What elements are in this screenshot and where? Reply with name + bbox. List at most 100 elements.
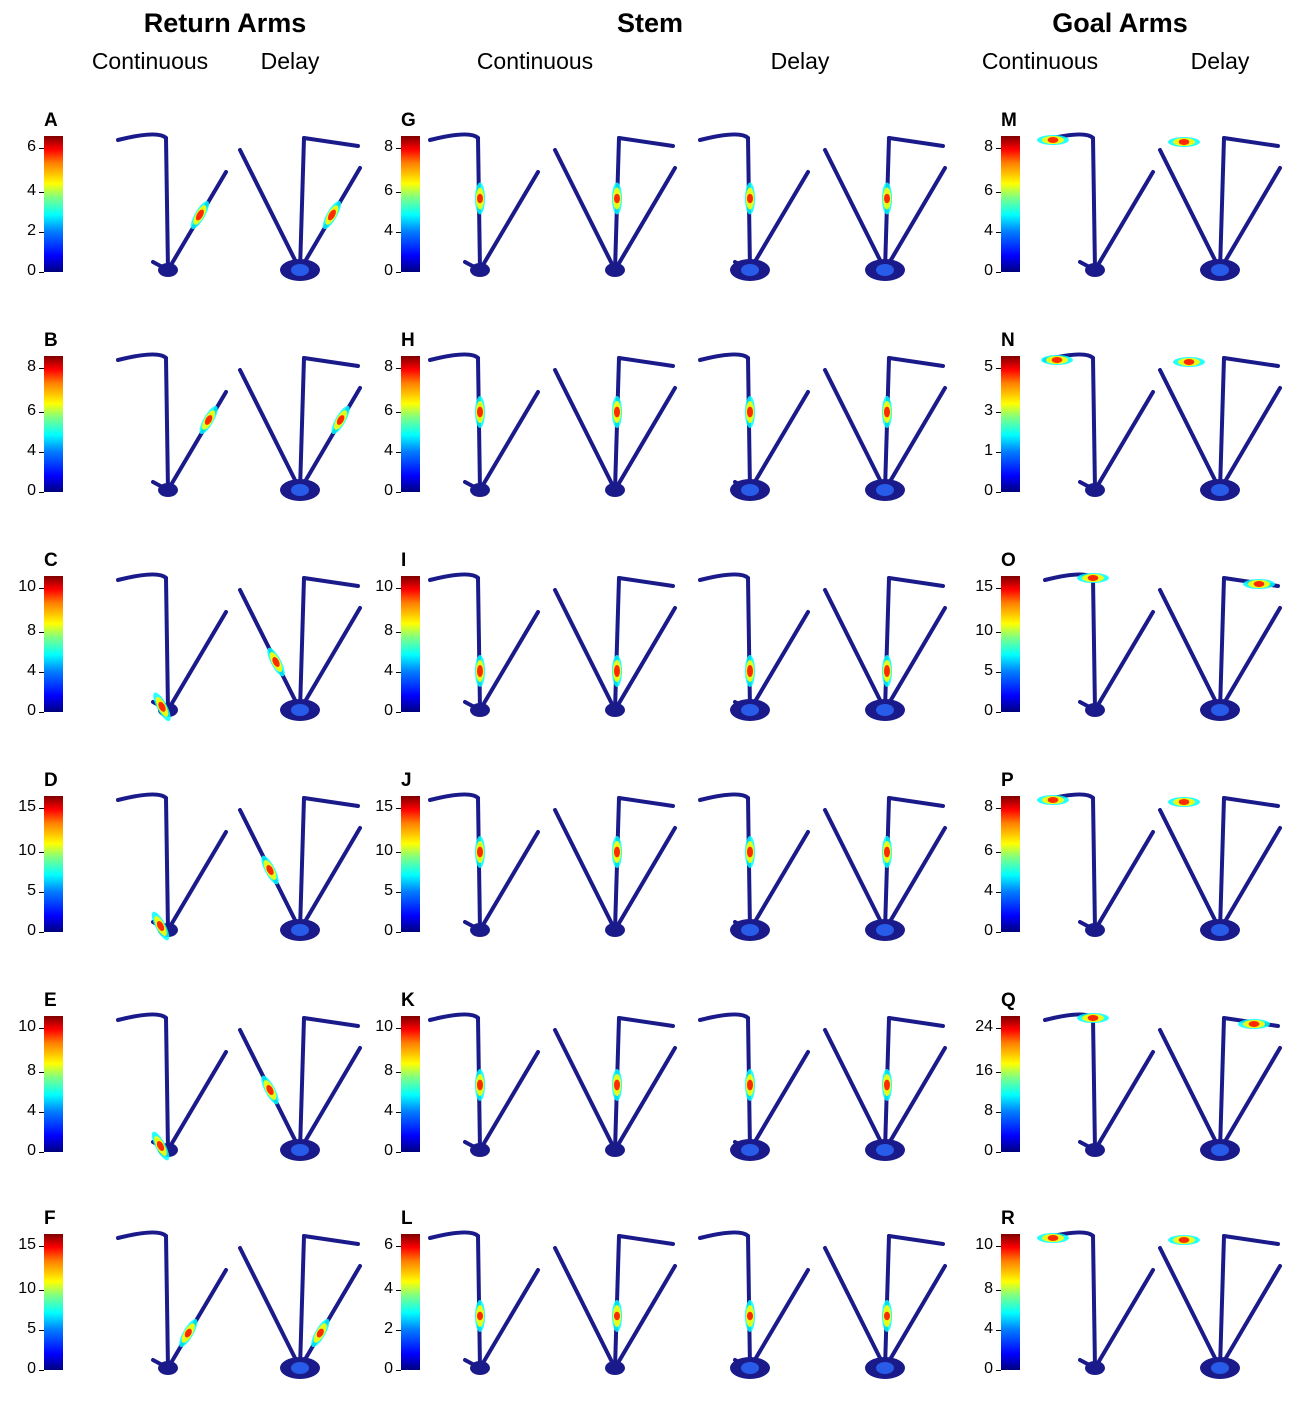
- colorbar-tick-label: 0: [984, 262, 993, 279]
- title-return-arms: Return Arms: [143, 8, 307, 38]
- colorbar-tick-label: 8: [984, 1280, 993, 1297]
- colorbar-tick: [396, 272, 401, 273]
- colorbar-tick-label: 4: [384, 1280, 393, 1297]
- colorbar: [401, 1234, 420, 1370]
- occupancy-map-delay: [1158, 356, 1282, 501]
- colorbar-tick: [396, 148, 401, 149]
- colorbar-tick: [996, 632, 1001, 633]
- colorbar-tick: [396, 1112, 401, 1113]
- colorbar-tick: [396, 1072, 401, 1073]
- colorbar-tick: [39, 232, 44, 233]
- occupancy-map-continuous: [116, 792, 228, 941]
- colorbar-tick-label: 0: [27, 482, 36, 499]
- colorbar-tick: [396, 852, 401, 853]
- colorbar-tick: [396, 492, 401, 493]
- colorbar: [1001, 576, 1020, 712]
- occupancy-map-delay: [1158, 1234, 1282, 1379]
- colorbar-tick: [996, 1290, 1001, 1291]
- colorbar-tick-label: 4: [984, 882, 993, 899]
- colorbar-tick: [996, 148, 1001, 149]
- colorbar-tick-label: 6: [27, 138, 36, 155]
- colorbar-tick-label: 8: [384, 138, 393, 155]
- colorbar-tick: [39, 932, 44, 933]
- panel-letter: Q: [1001, 990, 1016, 1011]
- occupancy-map-delay: [823, 356, 947, 501]
- colorbar-tick: [39, 1330, 44, 1331]
- colorbar-tick: [396, 1370, 401, 1371]
- colorbar-tick: [39, 1370, 44, 1371]
- panel-e: E 10 8 4 0: [8, 990, 362, 1202]
- title-goal-arms: Goal Arms: [1052, 8, 1188, 38]
- panel-c: C 10 8 4 0: [8, 550, 362, 762]
- colorbar: [401, 136, 420, 272]
- occupancy-map-continuous: [698, 132, 810, 281]
- colorbar-tick-label: 0: [27, 702, 36, 719]
- colorbar-tick-label: 10: [375, 1018, 393, 1035]
- colorbar: [401, 1016, 420, 1152]
- colorbar-tick-label: 0: [384, 1142, 393, 1159]
- colorbar: [44, 576, 63, 712]
- occupancy-map-delay: [1158, 576, 1282, 721]
- colorbar-tick-label: 8: [984, 138, 993, 155]
- colorbar-tick-label: 10: [18, 1280, 36, 1297]
- colorbar-tick-label: 0: [384, 1360, 393, 1377]
- panel-q: Q 24 16 8 0: [965, 990, 1285, 1202]
- colorbar-tick: [396, 232, 401, 233]
- colorbar-tick-label: 4: [27, 442, 36, 459]
- colorbar-tick: [396, 808, 401, 809]
- panel-d: D 15 10 5 0: [8, 770, 362, 982]
- occupancy-map-delay: [553, 136, 677, 277]
- occupancy-map-continuous: [116, 352, 228, 497]
- title-stem: Stem: [616, 8, 684, 38]
- colorbar-tick: [39, 588, 44, 589]
- occupancy-map-delay: [553, 796, 677, 937]
- colorbar-tick-label: 6: [27, 402, 36, 419]
- colorbar-tick-label: 6: [384, 402, 393, 419]
- colorbar-tick-label: 0: [384, 482, 393, 499]
- colorbar-tick-label: 10: [975, 622, 993, 639]
- panel-letter: O: [1001, 550, 1016, 571]
- colorbar-tick: [39, 412, 44, 413]
- colorbar-tick-label: 6: [984, 842, 993, 859]
- colorbar-tick: [996, 232, 1001, 233]
- colorbar-tick-label: 10: [375, 578, 393, 595]
- panel-letter: L: [401, 1208, 413, 1229]
- occupancy-map-continuous: [698, 572, 810, 721]
- occupancy-map-delay: [238, 356, 362, 501]
- occupancy-map-continuous: [1043, 572, 1155, 717]
- colorbar-tick-label: 8: [27, 1062, 36, 1079]
- colorbar-tick-label: 4: [384, 662, 393, 679]
- panel-letter: E: [44, 990, 57, 1011]
- colorbar-tick: [996, 808, 1001, 809]
- colorbar-tick-label: 5: [384, 882, 393, 899]
- colorbar: [44, 796, 63, 932]
- colorbar-tick: [996, 588, 1001, 589]
- colorbar-tick-label: 0: [984, 1142, 993, 1159]
- colorbar-tick: [396, 712, 401, 713]
- occupancy-map-delay: [238, 1234, 362, 1379]
- colorbar-tick-label: 0: [27, 262, 36, 279]
- colorbar: [1001, 136, 1020, 272]
- colorbar: [1001, 1234, 1020, 1370]
- occupancy-map-continuous: [428, 792, 540, 937]
- colorbar-tick: [996, 892, 1001, 893]
- panel-letter: M: [1001, 110, 1017, 131]
- panel-letter: A: [44, 110, 58, 131]
- occupancy-map-continuous: [116, 132, 228, 277]
- colorbar-tick-label: 6: [984, 182, 993, 199]
- colorbar-tick: [396, 672, 401, 673]
- colorbar-tick: [396, 452, 401, 453]
- occupancy-map-continuous: [1043, 1012, 1155, 1157]
- occupancy-map-continuous: [698, 792, 810, 941]
- colorbar-tick-label: 4: [27, 662, 36, 679]
- colorbar-tick: [396, 1290, 401, 1291]
- colorbar-tick: [39, 452, 44, 453]
- occupancy-map-continuous: [1037, 132, 1155, 277]
- colorbar-tick-label: 0: [27, 922, 36, 939]
- subtitle-return-delay: Delay: [260, 48, 320, 74]
- colorbar-tick: [396, 1028, 401, 1029]
- occupancy-map-delay: [238, 576, 362, 721]
- colorbar-tick-label: 0: [384, 702, 393, 719]
